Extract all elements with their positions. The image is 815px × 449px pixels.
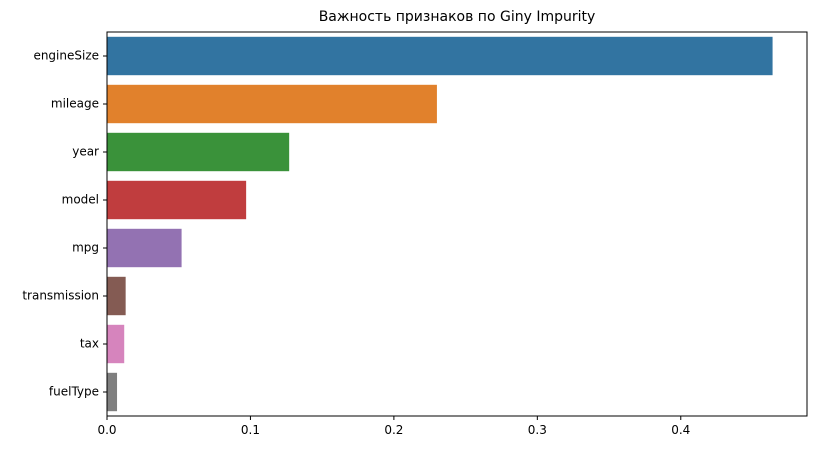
- y-tick-label: mpg: [72, 241, 99, 255]
- x-tick-label: 0.1: [241, 423, 260, 437]
- y-tick-label: mileage: [51, 97, 99, 111]
- y-tick-label: transmission: [22, 289, 99, 303]
- plot-frame: [106, 31, 808, 417]
- bars-group: [107, 36, 773, 412]
- bar-fuelType: [107, 372, 118, 412]
- y-tick-label: tax: [80, 337, 99, 351]
- x-tick-label: 0.0: [97, 423, 116, 437]
- y-tick-label: model: [62, 193, 99, 207]
- bar-mileage: [107, 84, 437, 124]
- bar-model: [107, 180, 247, 220]
- bar-mpg: [107, 228, 182, 268]
- bar-engineSize: [107, 36, 773, 76]
- x-axis-ticks: 0.0 0.1 0.2 0.3 0.4: [97, 416, 690, 437]
- x-tick-label: 0.2: [384, 423, 403, 437]
- bar-tax: [107, 324, 125, 364]
- y-tick-label: fuelType: [49, 385, 99, 399]
- y-tick-label: engineSize: [33, 49, 99, 63]
- y-axis-ticks: engineSize mileage year model mpg transmissio…: [22, 49, 107, 399]
- chart-title: Важность признаков по Giny Impurity: [319, 9, 596, 25]
- bar-year: [107, 132, 290, 172]
- y-tick-label: year: [72, 145, 99, 159]
- x-tick-label: 0.4: [671, 423, 690, 437]
- x-tick-label: 0.3: [528, 423, 547, 437]
- bar-transmission: [107, 276, 126, 316]
